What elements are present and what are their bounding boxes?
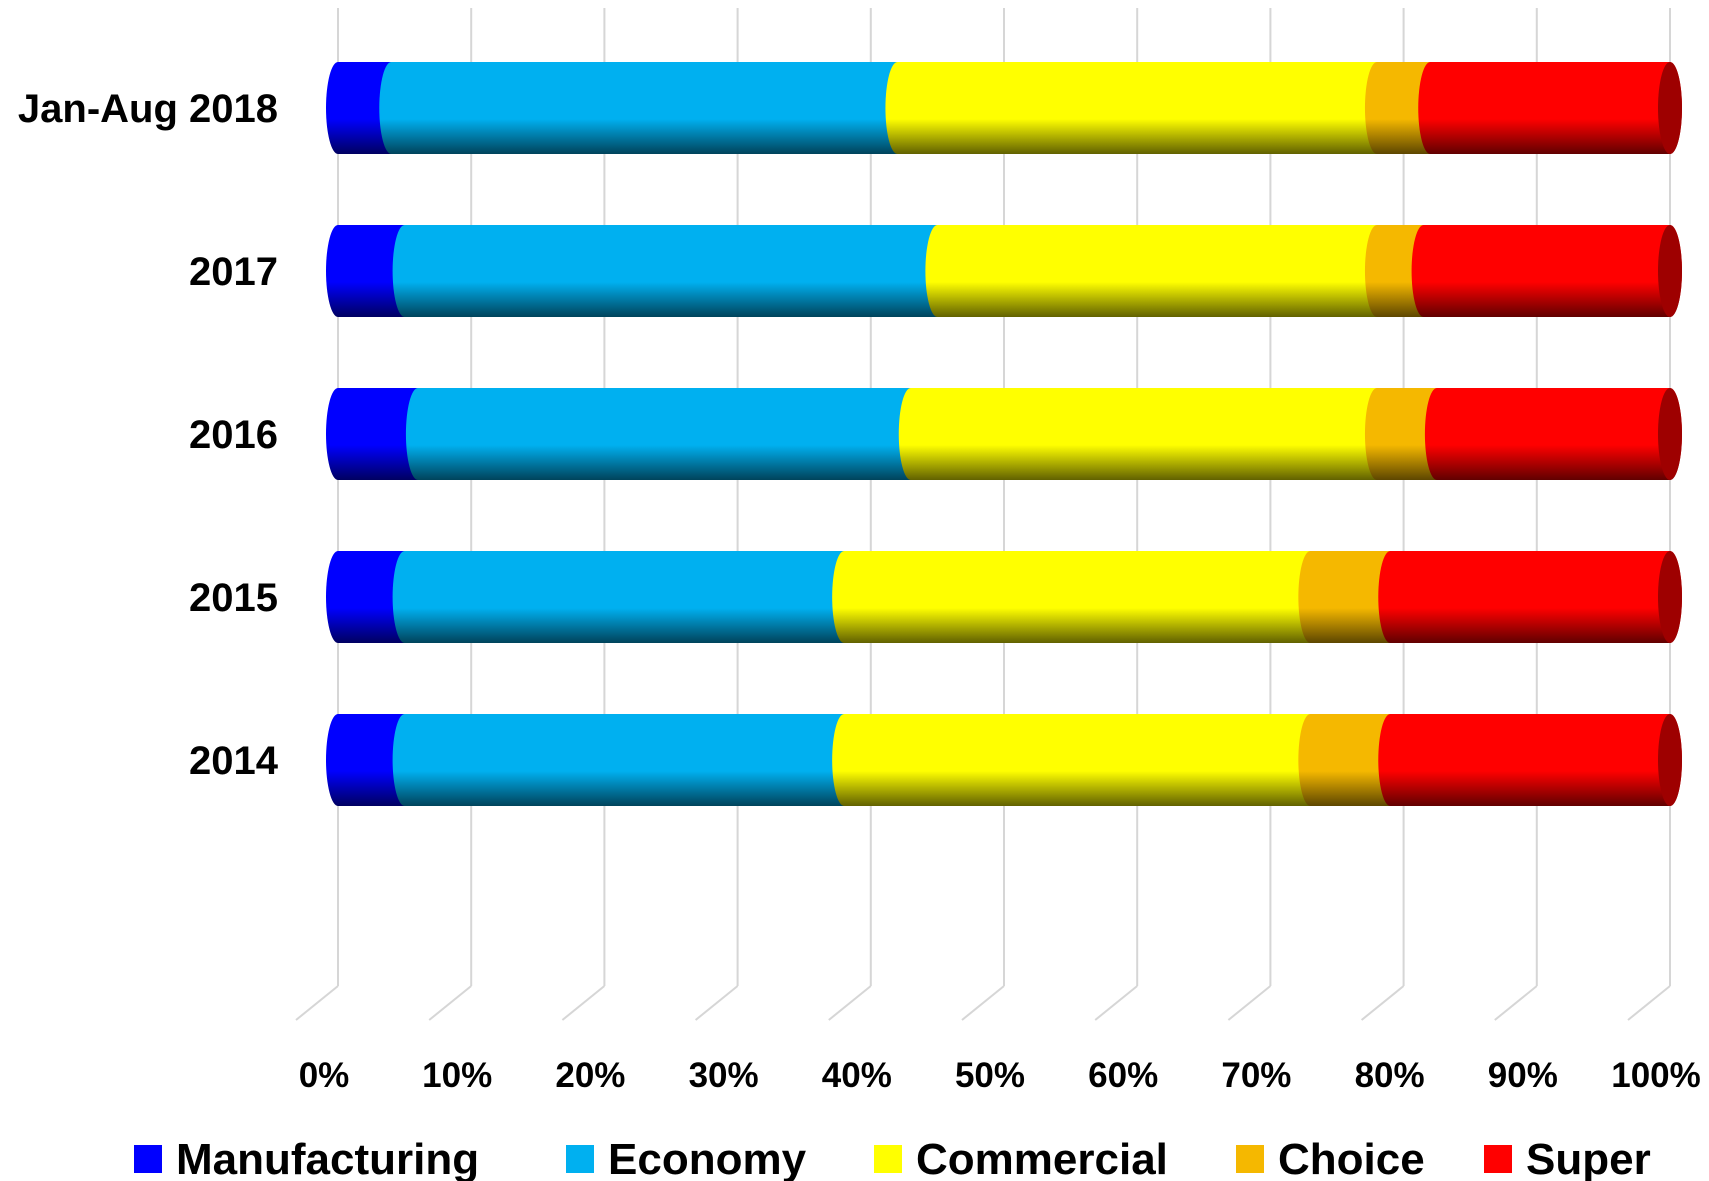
bar-segment-choice [1298,551,1403,643]
x-tick-label: 80% [1355,1056,1425,1095]
x-tick-label: 20% [555,1056,625,1095]
legend-swatch [874,1145,902,1173]
category-label: 2016 [189,413,278,457]
floor-gridline [1094,985,1138,1021]
x-tick-label: 40% [822,1056,892,1095]
bar-segment-manufacturing [326,388,430,481]
bar-segment-super [1378,714,1682,806]
category-labels: Jan-Aug 2018 2017 2016 2015 2014 [18,87,279,783]
legend-item-choice: Choice [1236,1135,1425,1181]
floor-gridline [1360,985,1405,1021]
bar-segment-choice [1298,714,1403,807]
x-tick-label: 60% [1088,1056,1158,1095]
bar-row [326,714,1682,807]
legend: Manufacturing Economy Commercial Choice Supe… [134,1135,1651,1181]
bar-segment-super [1411,225,1682,317]
floor-gridline [561,985,606,1021]
floor-gridline [1227,985,1272,1021]
bars [326,62,1682,807]
bar-segment-commercial [832,714,1323,807]
x-axis-tick-labels: 0% 10% 20% 30% 40% 50% 60% 70% 80% 90% 100% [299,1056,1701,1095]
legend-item-economy: Economy [566,1135,807,1181]
x-tick-label: 70% [1221,1056,1291,1095]
legend-swatch [1484,1145,1512,1173]
floor-gridline [961,985,1005,1021]
legend-swatch [1236,1145,1264,1173]
legend-item-manufacturing: Manufacturing [134,1135,479,1181]
bar-segment-super [1424,388,1682,481]
bar-segment-manufacturing [326,714,417,807]
bar-segment-commercial [925,225,1389,317]
bar-segment-economy [379,62,910,154]
legend-label: Manufacturing [176,1135,479,1181]
bar-segment-super [1378,551,1682,643]
category-label: 2015 [189,576,278,620]
legend-item-commercial: Commercial [874,1135,1168,1181]
bar-segment-commercial [885,62,1389,154]
x-tick-label: 0% [299,1056,350,1095]
legend-item-super: Super [1484,1135,1651,1181]
legend-swatch [134,1145,162,1173]
bar-row [326,551,1682,643]
bar-row [326,62,1682,154]
legend-label: Commercial [916,1135,1168,1181]
legend-label: Super [1526,1135,1651,1181]
floor-gridline [1627,985,1671,1021]
x-tick-label: 100% [1611,1056,1701,1095]
bar-end-cap [1658,551,1682,643]
bar-segment-economy [392,714,857,807]
bar-segment-commercial [898,388,1389,481]
gridlines [295,8,1671,1021]
legend-label: Economy [608,1135,807,1181]
legend-label: Choice [1278,1135,1425,1181]
bar-segment-economy [392,551,857,643]
floor-gridline [828,985,872,1021]
x-tick-label: 30% [689,1056,759,1095]
bar-segment-economy [392,225,950,317]
bar-segment-economy [405,388,923,481]
legend-swatch [566,1145,594,1173]
bar-row [326,225,1682,317]
bar-end-cap [1658,388,1682,480]
floor-gridline [694,985,739,1021]
category-label: Jan-Aug 2018 [18,87,278,131]
x-tick-label: 10% [422,1056,492,1095]
bar-segment-manufacturing [326,225,417,317]
x-tick-label: 90% [1488,1056,1558,1095]
category-label: 2017 [189,250,278,294]
bar-segment-commercial [832,551,1323,643]
bar-end-cap [1658,62,1682,154]
bar-end-cap [1658,714,1682,806]
floor-gridline [428,985,472,1021]
category-label: 2014 [189,739,279,783]
x-tick-label: 50% [955,1056,1025,1095]
floor-gridline [1494,985,1538,1021]
floor-gridline [295,985,339,1021]
bar-segment-manufacturing [326,551,417,643]
bar-end-cap [1658,225,1682,317]
bar-row [326,388,1682,481]
bar-segment-super [1418,62,1682,154]
